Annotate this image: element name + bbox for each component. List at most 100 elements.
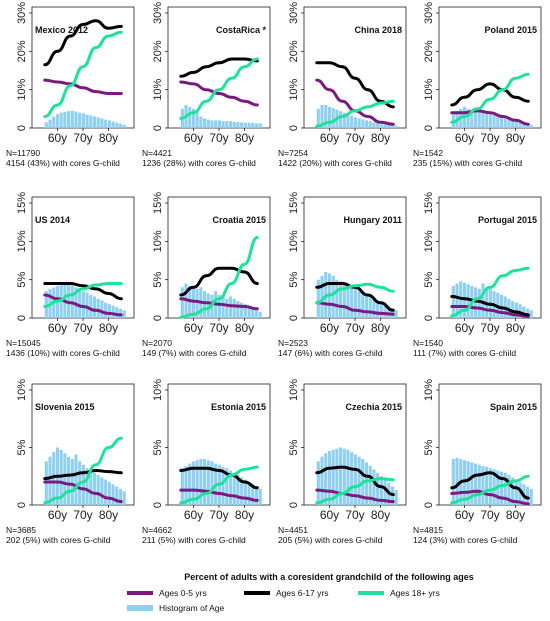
histogram-bar xyxy=(251,308,255,318)
y-tick-label: 0 xyxy=(288,502,300,508)
histogram-bar xyxy=(455,457,459,505)
y-tick-label: 15% xyxy=(423,192,435,214)
y-tick-label: 30% xyxy=(152,2,164,24)
histogram-bar xyxy=(81,291,85,318)
histogram-bar xyxy=(180,287,184,318)
panel-title: CostaRica * xyxy=(216,25,267,35)
histogram-bar xyxy=(503,118,507,128)
x-tick-label: 60y xyxy=(48,508,67,522)
sample-size-text: N=2070 xyxy=(142,338,172,348)
histogram-bar xyxy=(357,118,361,128)
histogram-bar xyxy=(92,116,97,128)
y-tick-label: 30% xyxy=(288,2,300,24)
histogram-bar xyxy=(376,301,380,318)
histogram-bar xyxy=(383,124,387,128)
histogram-bar xyxy=(78,288,82,318)
histogram-bar xyxy=(511,120,515,128)
histogram-bar xyxy=(254,310,259,318)
histogram-bar xyxy=(251,484,255,505)
histogram-bar xyxy=(221,296,225,318)
histogram-bar xyxy=(320,456,324,505)
histogram-bar xyxy=(324,453,328,505)
histogram-bar xyxy=(331,108,335,128)
histogram-bar xyxy=(104,302,108,318)
series-line xyxy=(43,468,123,481)
x-tick-label: 70y xyxy=(73,508,92,522)
histogram-bar xyxy=(96,298,100,318)
histogram-bar xyxy=(247,122,251,128)
histogram-bar xyxy=(376,123,380,128)
y-tick-label: 30% xyxy=(423,2,435,24)
chart-panel: 0 5% 10% 15% 60y 70y 80y Croatia 2015 N=2070149 … xyxy=(142,192,271,358)
histogram-bar xyxy=(89,115,93,128)
x-tick-label: 70y xyxy=(73,131,92,145)
y-tick-label: 20% xyxy=(288,40,300,62)
histogram-bar xyxy=(470,109,474,128)
histogram-bar xyxy=(199,459,203,505)
histogram-bar xyxy=(67,456,71,505)
histogram-bar xyxy=(210,120,214,128)
y-tick-label: 10% xyxy=(16,379,28,401)
histogram-bar xyxy=(107,120,111,128)
histogram-bar xyxy=(191,461,195,505)
histogram-bar xyxy=(368,121,372,128)
x-tick-label: 80y xyxy=(371,321,390,335)
series-line xyxy=(179,57,259,78)
coresident-count-text: 149 (7%) with cores G-child xyxy=(142,348,247,358)
y-tick-label: 10% xyxy=(423,230,435,252)
coresident-count-text: 202 (5%) with cores G-child xyxy=(6,535,111,545)
histogram-bar xyxy=(320,105,324,128)
x-tick-label: 80y xyxy=(506,321,525,335)
series-line xyxy=(450,295,530,317)
histogram-bar xyxy=(394,490,398,505)
histogram-bar xyxy=(481,112,485,128)
coresident-count-text: 1236 (28%) with cores G-child xyxy=(142,158,256,168)
histogram-bar xyxy=(228,296,233,318)
histogram-bar xyxy=(514,302,518,318)
x-tick-label: 70y xyxy=(480,321,499,335)
y-tick-label: 5% xyxy=(16,439,28,455)
y-tick-label: 0 xyxy=(16,125,28,131)
y-tick-label: 5% xyxy=(288,439,300,455)
histogram-bar xyxy=(327,450,331,505)
histogram-bar xyxy=(470,462,474,505)
histogram-bar xyxy=(477,464,481,505)
histogram-bar xyxy=(118,488,123,505)
coresident-count-text: 111 (7%) with cores G-child xyxy=(413,348,516,358)
x-tick-label: 70y xyxy=(345,131,364,145)
y-tick-label: 20% xyxy=(423,40,435,62)
panel-title: Mexico 2012 xyxy=(35,25,88,35)
histogram-bar xyxy=(466,108,470,128)
histogram-bar xyxy=(525,124,530,128)
x-tick-label: 60y xyxy=(320,508,339,522)
histogram-bar xyxy=(353,117,357,128)
sample-size-text: N=11790 xyxy=(6,148,40,158)
histogram-bar xyxy=(496,116,500,128)
histogram-bar xyxy=(232,298,236,318)
histogram-bar xyxy=(122,491,126,505)
y-tick-label: 0 xyxy=(152,315,164,321)
x-tick-label: 80y xyxy=(235,321,254,335)
histogram-bar xyxy=(339,111,343,128)
series-line xyxy=(315,465,395,497)
histogram-bar xyxy=(81,113,85,128)
x-tick-label: 80y xyxy=(506,131,525,145)
legend-label: Histogram of Age xyxy=(159,603,224,613)
chart-panel: 0 10% 20% 30% 60y 70y 80y Mexico 2012 N=11790415… xyxy=(6,2,135,168)
histogram-bar xyxy=(96,475,100,505)
histogram-bar xyxy=(191,108,195,128)
sample-size-text: N=1540 xyxy=(413,338,443,348)
x-tick-label: 80y xyxy=(235,508,254,522)
coresident-count-text: 1422 (20%) with cores G-child xyxy=(278,158,392,168)
x-tick-label: 60y xyxy=(455,321,474,335)
series-line xyxy=(450,471,530,500)
histogram-bar xyxy=(67,111,71,128)
sample-size-text: N=15045 xyxy=(6,338,41,348)
panel-title: Poland 2015 xyxy=(484,25,537,35)
histogram-bar xyxy=(451,112,455,128)
